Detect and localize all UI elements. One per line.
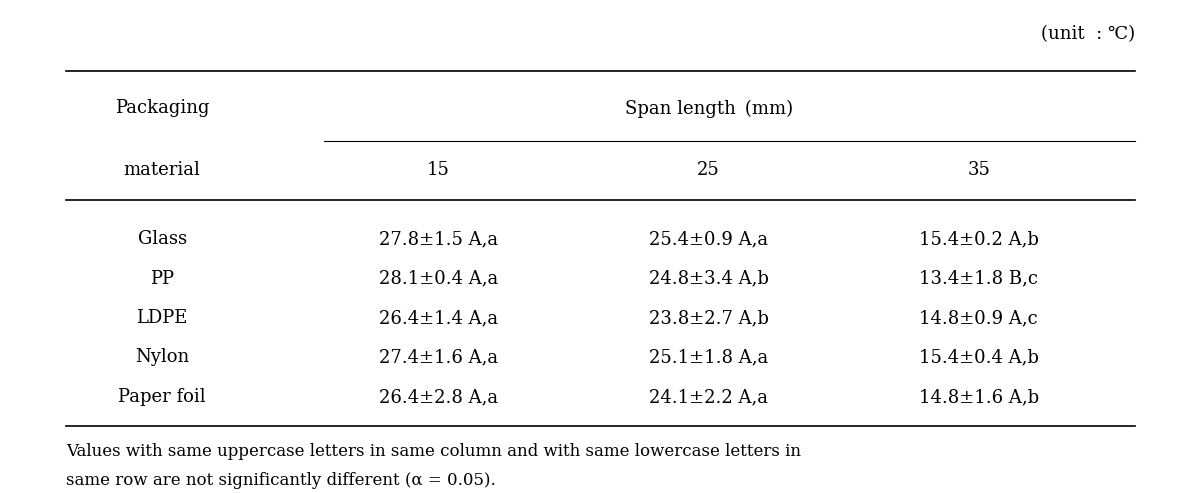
Text: 27.8±1.5 A,a: 27.8±1.5 A,a — [378, 230, 498, 248]
Text: Paper foil: Paper foil — [119, 388, 205, 406]
Text: 14.8±0.9 A,c: 14.8±0.9 A,c — [920, 309, 1038, 327]
Text: 24.8±3.4 A,b: 24.8±3.4 A,b — [649, 270, 769, 287]
Text: Glass: Glass — [138, 230, 186, 248]
Text: Span length (mm): Span length (mm) — [625, 99, 793, 118]
Text: 14.8±1.6 A,b: 14.8±1.6 A,b — [919, 388, 1039, 406]
Text: material: material — [124, 161, 201, 179]
Text: PP: PP — [150, 270, 174, 287]
Text: 27.4±1.6 A,a: 27.4±1.6 A,a — [378, 349, 498, 366]
Text: 25: 25 — [698, 161, 719, 179]
Text: same row are not significantly different (α = 0.05).: same row are not significantly different… — [66, 472, 496, 489]
Text: Nylon: Nylon — [135, 349, 190, 366]
Text: 26.4±2.8 A,a: 26.4±2.8 A,a — [378, 388, 498, 406]
Text: 25.1±1.8 A,a: 25.1±1.8 A,a — [649, 349, 769, 366]
Text: 25.4±0.9 A,a: 25.4±0.9 A,a — [649, 230, 769, 248]
Text: 13.4±1.8 B,c: 13.4±1.8 B,c — [919, 270, 1039, 287]
Text: (unit  : ℃): (unit : ℃) — [1041, 26, 1135, 43]
Text: 35: 35 — [967, 161, 991, 179]
Text: 15.4±0.2 A,b: 15.4±0.2 A,b — [919, 230, 1039, 248]
Text: LDPE: LDPE — [137, 309, 187, 327]
Text: Packaging: Packaging — [115, 100, 209, 117]
Text: 15: 15 — [426, 161, 450, 179]
Text: 15.4±0.4 A,b: 15.4±0.4 A,b — [919, 349, 1039, 366]
Text: 24.1±2.2 A,a: 24.1±2.2 A,a — [649, 388, 769, 406]
Text: 26.4±1.4 A,a: 26.4±1.4 A,a — [378, 309, 498, 327]
Text: 28.1±0.4 A,a: 28.1±0.4 A,a — [378, 270, 498, 287]
Text: Values with same uppercase letters in same column and with same lowercase letter: Values with same uppercase letters in sa… — [66, 443, 801, 459]
Text: 23.8±2.7 A,b: 23.8±2.7 A,b — [649, 309, 769, 327]
